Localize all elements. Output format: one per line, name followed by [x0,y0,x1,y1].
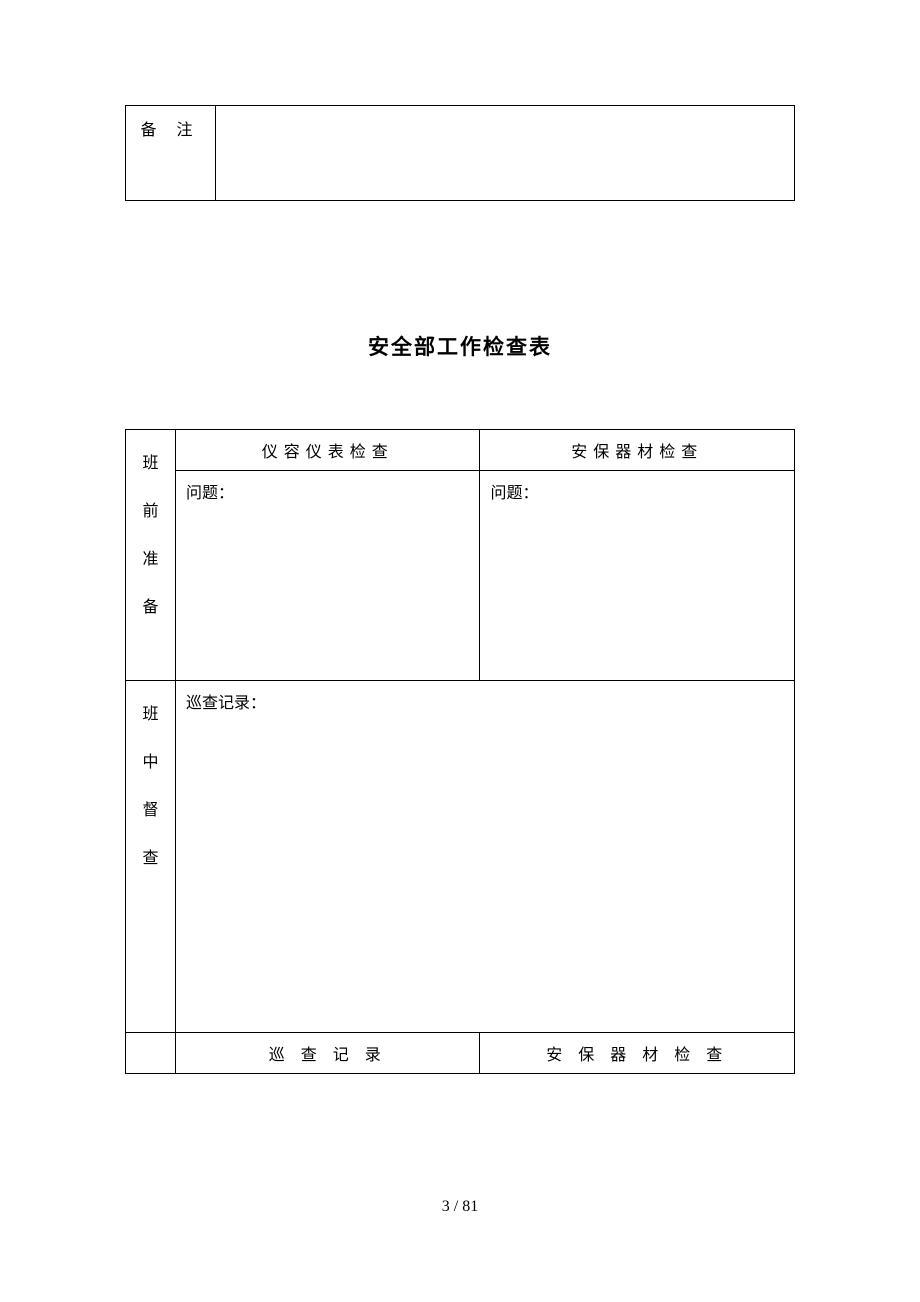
bottom-header-row: 巡 查 记 录 安 保 器 材 检 查 [126,1033,795,1074]
mid-char-1: 班 [126,691,175,739]
main-title: 安全部工作检查表 [125,331,795,361]
bottom-empty-label [126,1033,176,1074]
mid-char-3: 督 [126,787,175,835]
equipment-check-header-2: 安 保 器 材 检 查 [480,1033,795,1074]
remarks-label: 备 注 [126,106,216,201]
prep-char-4: 备 [126,584,175,632]
equipment-check-header: 安保器材检查 [480,430,795,471]
patrol-record-cell: 巡查记录： [175,681,794,1033]
title-section: 安全部工作检查表 [125,331,795,361]
page-container: 备 注 安全部工作检查表 班 前 准 备 仪容仪表检查 安保器材检查 问题： 问… [0,0,920,1074]
appearance-check-header: 仪容仪表检查 [175,430,480,471]
remarks-content [216,106,795,201]
remarks-table: 备 注 [125,105,795,201]
appearance-issue-cell: 问题： [175,471,480,681]
preparation-label: 班 前 准 备 [126,430,176,681]
mid-char-4: 查 [126,835,175,883]
mid-char-2: 中 [126,739,175,787]
mid-check-label: 班 中 督 查 [126,681,176,1033]
remarks-row: 备 注 [126,106,795,201]
prep-char-1: 班 [126,440,175,488]
patrol-record-header: 巡 查 记 录 [175,1033,480,1074]
equipment-issue-cell: 问题： [480,471,795,681]
preparation-row: 问题： 问题： [126,471,795,681]
page-number: 3 / 81 [442,1198,478,1215]
page-footer: 3 / 81 [0,1198,920,1216]
mid-check-row: 班 中 督 查 巡查记录： [126,681,795,1033]
prep-char-3: 准 [126,536,175,584]
check-table: 班 前 准 备 仪容仪表检查 安保器材检查 问题： 问题： 班 中 督 查 巡查… [125,429,795,1074]
prep-char-2: 前 [126,488,175,536]
header-row-1: 班 前 准 备 仪容仪表检查 安保器材检查 [126,430,795,471]
